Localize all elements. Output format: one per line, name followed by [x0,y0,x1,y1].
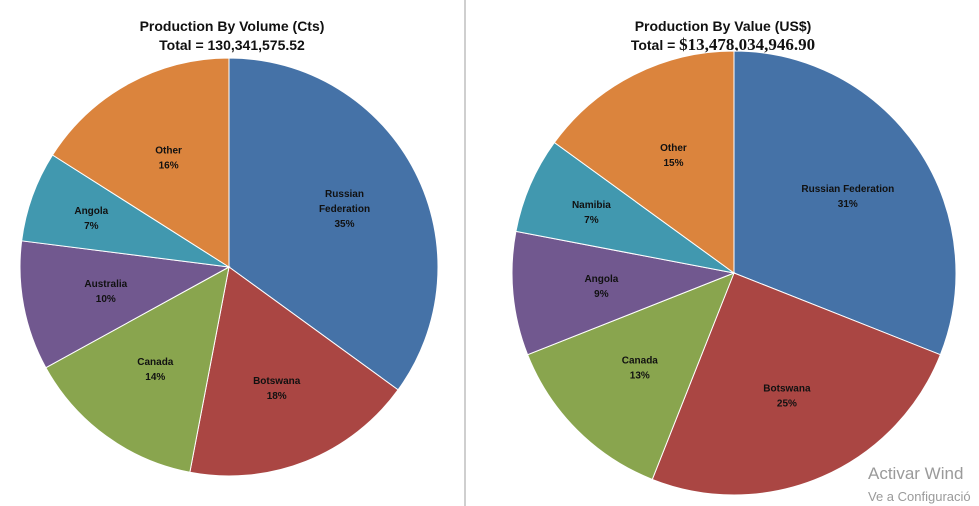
pie-slice-canada [526,272,735,481]
value-total-label: Total = [630,37,676,53]
slice-name-label-russian-federation: Russian [325,189,364,200]
volume-total: Total = 130,341,575.52 [0,37,464,53]
pie-slice-russian-federation [228,57,439,391]
slice-percent-label-namibia: 7% [584,215,599,226]
windows-activation-watermark: Activar Wind [868,464,964,483]
pie-slice-other [553,50,735,274]
slice-name-label-angola: Angola [584,274,618,285]
slice-name-label-canada: Canada [622,356,659,367]
slice-name-label-canada: Canada [137,357,174,368]
pie-slice-other [51,57,230,268]
slice-name-label-angola: Angola [74,206,108,217]
slice-percent-label-canada: 13% [630,371,650,382]
slice-percent-label-botswana: 18% [267,391,287,402]
slice-name-label-russian-federation: Federation [319,204,370,215]
value-total: Total = $13,478,034,946.90 [467,35,979,54]
panel-divider [464,0,466,506]
value-pie-chart: Russian Federation 31% Botswana 25% Canada 13… [511,50,957,496]
slice-percent-label-australia: 10% [96,294,116,305]
slice-percent-label-canada: 14% [145,372,165,383]
volume-total-value: 130,341,575.52 [207,37,305,53]
slice-name-label-botswana: Botswana [253,376,301,387]
slice-percent-label-russian-federation: 35% [334,219,354,230]
windows-activation-hint: Ve a Configuració [868,489,971,504]
value-chart-panel: Production By Value (US$) Total = $13,47… [467,0,979,506]
volume-chart-title: Production By Volume (Cts) [139,18,325,34]
slice-percent-label-botswana: 25% [777,399,797,410]
slice-name-label-namibia: Namibia [572,200,611,211]
pie-slice-botswana [189,266,399,477]
pie-slice-canada [45,266,230,473]
slice-name-label-other: Other [155,146,182,157]
slice-name-label-australia: Australia [84,279,127,290]
value-chart-title: Production By Value (US$) [634,18,812,34]
value-total-value: $13,478,034,946.90 [679,35,816,54]
volume-pie-chart: Russian Federation 35% Botswana 18% Canada 14%… [19,57,439,477]
slice-percent-label-angola: 7% [84,221,99,232]
pie-slice-australia [19,240,231,369]
pie-slice-russian-federation [733,50,957,356]
slice-name-label-other: Other [660,143,687,154]
slice-percent-label-other: 16% [159,161,179,172]
slice-percent-label-russian-federation: 31% [838,199,858,210]
slice-percent-label-angola: 9% [594,289,609,300]
pie-slice-botswana [651,272,942,496]
slice-percent-label-other: 15% [663,158,683,169]
volume-chart-panel: Production By Volume (Cts) Total = 130,3… [0,0,464,506]
slice-name-label-botswana: Botswana [763,384,811,395]
pie-slice-angola [511,230,736,356]
volume-total-label: Total = [159,37,204,53]
slice-name-label-russian-federation: Russian Federation [801,184,894,195]
